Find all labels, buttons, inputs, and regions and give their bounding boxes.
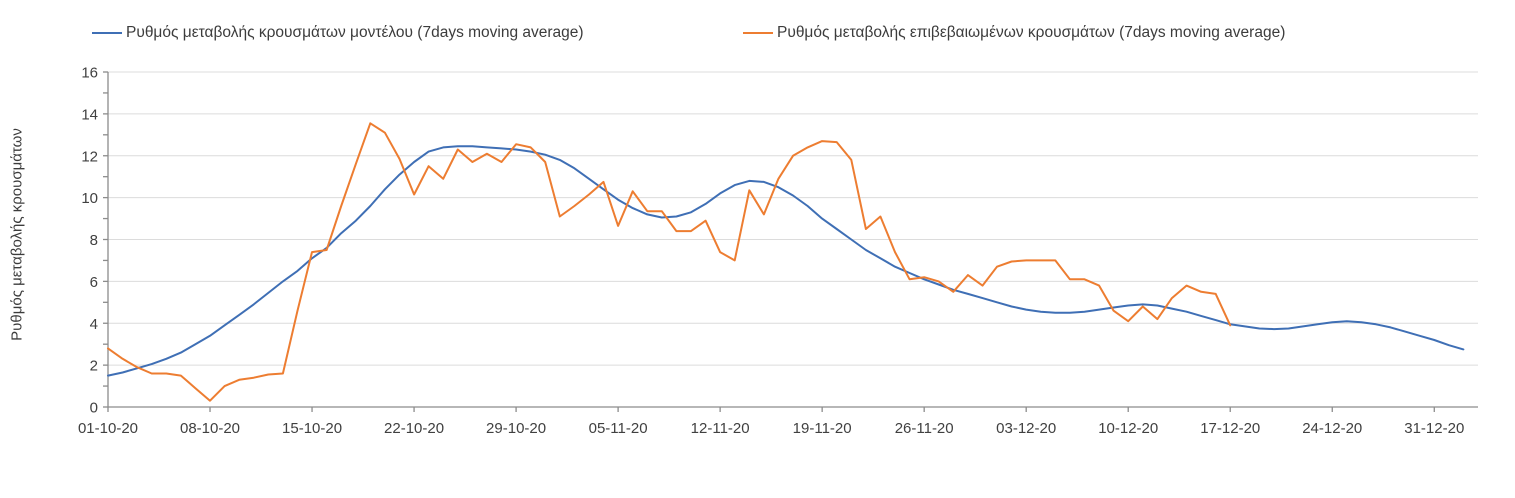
x-tick-label: 05-11-20: [589, 420, 648, 437]
model-series-line-icon: [92, 32, 122, 34]
confirmed-series-line-icon: [743, 32, 773, 34]
y-tick-label: 10: [81, 190, 98, 207]
series-line-model: [107, 145, 1465, 377]
legend-label-confirmed: Ρυθμός μεταβολής επιβεβαιωμένων κρουσμάτ…: [777, 24, 1286, 41]
x-tick-label: 19-11-20: [793, 420, 852, 437]
y-tick-label: 4: [90, 316, 98, 333]
y-tick-label: 12: [81, 148, 98, 165]
x-tick-label: 17-12-20: [1200, 420, 1260, 437]
series-line-confirmed: [107, 122, 1232, 402]
x-tick-label: 31-12-20: [1404, 420, 1464, 437]
x-tick-label: 22-10-20: [384, 420, 444, 437]
x-tick-label: 01-10-20: [78, 420, 138, 437]
y-axis-title: Ρυθμός μεταβολής κρουσμάτων: [8, 128, 26, 341]
x-tick-label: 03-12-20: [996, 420, 1056, 437]
x-tick-label: 15-10-20: [282, 420, 342, 437]
y-tick-label: 6: [90, 274, 98, 291]
x-tick-label: 29-10-20: [486, 420, 546, 437]
x-tick-label: 24-12-20: [1302, 420, 1362, 437]
legend-item-model: Ρυθμός μεταβολής κρουσμάτων μοντέλου (7d…: [92, 24, 584, 42]
y-tick-label: 2: [90, 358, 98, 375]
y-tick-label: 0: [90, 400, 98, 417]
legend-item-confirmed: Ρυθμός μεταβολής επιβεβαιωμένων κρουσμάτ…: [743, 24, 1285, 42]
x-tick-label: 26-11-20: [895, 420, 954, 437]
x-tick-label: 08-10-20: [180, 420, 240, 437]
y-tick-label: 14: [81, 106, 98, 123]
x-tick-label: 12-11-20: [691, 420, 750, 437]
legend-label-model: Ρυθμός μεταβολής κρουσμάτων μοντέλου (7d…: [126, 24, 584, 41]
y-tick-label: 8: [90, 232, 98, 249]
y-tick-label: 16: [81, 65, 98, 82]
x-tick-label: 10-12-20: [1098, 420, 1158, 437]
